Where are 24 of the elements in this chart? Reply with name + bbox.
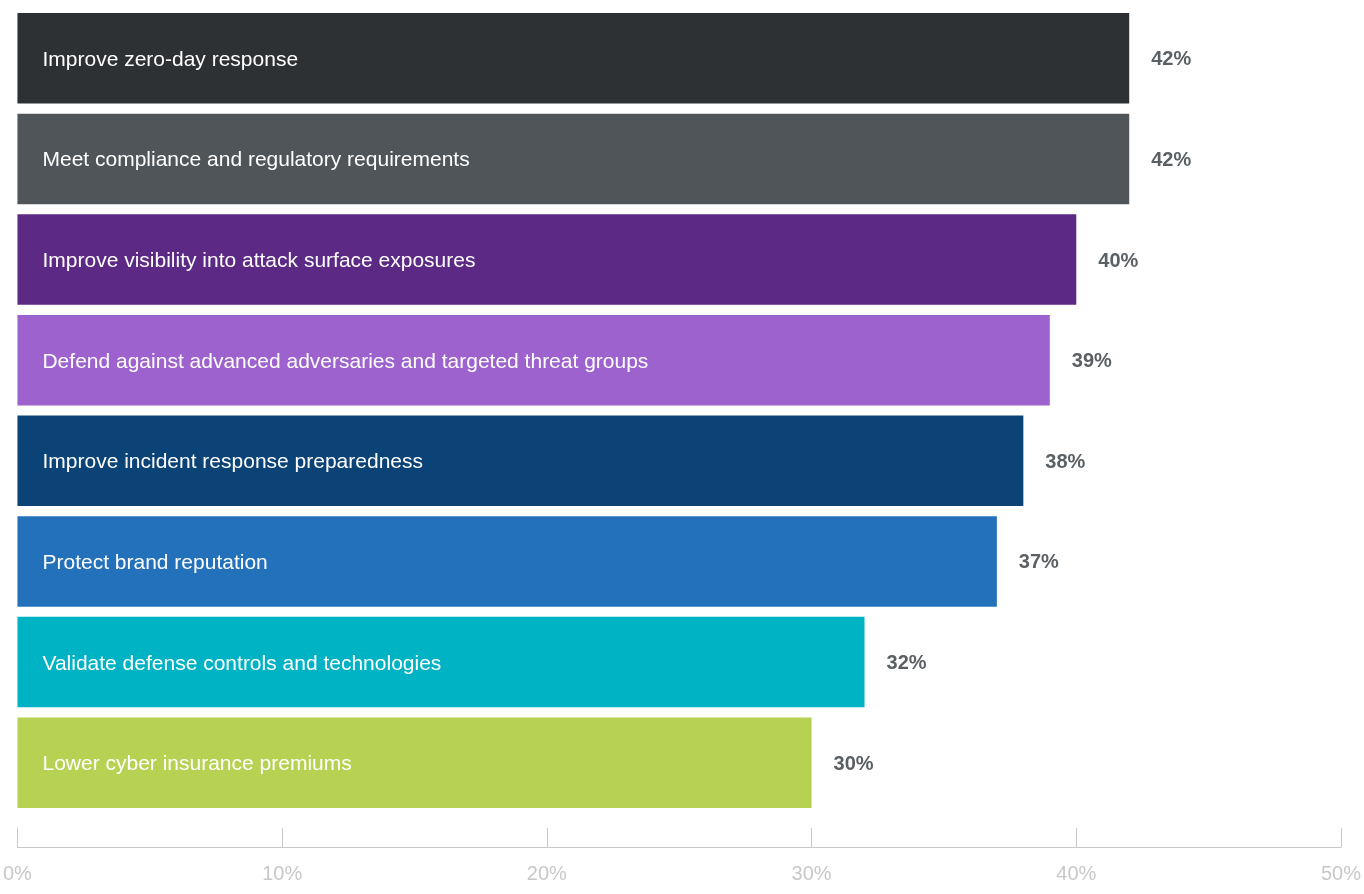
y-tick-label: Improve incident response preparedness: [42, 449, 424, 473]
bar: [17, 415, 1024, 507]
data-label: 42%: [1151, 47, 1192, 70]
bar: [17, 616, 865, 708]
bar: [17, 214, 1077, 305]
y-tick-label: Improve zero-day response: [42, 46, 299, 70]
data-label: 40%: [1098, 248, 1139, 271]
y-tick-label: Lower cyber insurance premiums: [42, 751, 352, 775]
data-label: 37%: [1018, 550, 1060, 573]
y-tick-label: Meet compliance and regulatory requirements: [42, 147, 470, 171]
bar: [17, 314, 1050, 406]
y-tick-label: Protect brand reputation: [42, 549, 268, 573]
data-label: 32%: [886, 651, 927, 674]
bar: [17, 113, 1130, 205]
y-tick-label: Validate defense controls and technologies: [42, 650, 442, 674]
data-label: 39%: [1071, 349, 1113, 372]
y-tick-label: Defend against advanced adversaries and targeted threat groups: [42, 348, 649, 372]
bar: [17, 717, 812, 808]
data-label: 30%: [833, 751, 874, 774]
bar: [17, 516, 997, 607]
bar: [17, 13, 1130, 104]
data-label: 42%: [1151, 147, 1192, 170]
data-label: 38%: [1045, 449, 1086, 472]
y-tick-label: Improve visibility into attack surface exposures: [42, 248, 476, 272]
